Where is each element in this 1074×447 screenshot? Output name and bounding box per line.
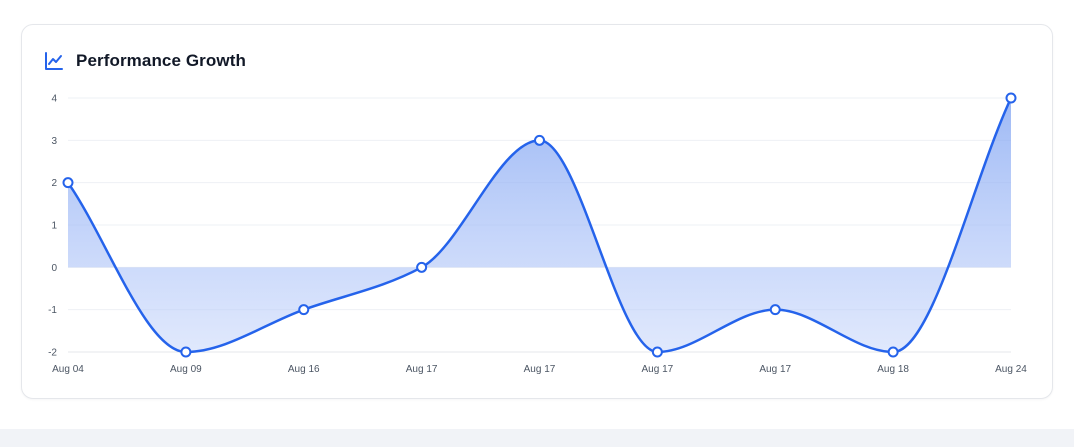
x-tick-label: Aug 17 (642, 364, 674, 375)
y-tick-label: 4 (51, 94, 57, 105)
page-footer-strip (0, 429, 1074, 447)
card-header: Performance Growth (44, 49, 246, 73)
series-line (66, 96, 1013, 354)
x-tick-label: Aug 24 (995, 364, 1027, 375)
data-point[interactable] (534, 134, 545, 146)
x-tick-label: Aug 09 (170, 364, 202, 375)
data-point[interactable] (887, 346, 899, 358)
data-point[interactable] (180, 346, 192, 358)
x-tick-label: Aug 18 (877, 364, 909, 375)
series-line-layer (66, 96, 1013, 354)
x-tick-label: Aug 17 (524, 364, 556, 375)
data-point[interactable] (62, 177, 74, 189)
y-axis-ticks: 4 3 2 1 0 -1 -2 (48, 94, 57, 359)
performance-chart: 4 3 2 1 0 -1 -2 Aug 04 Aug 09 Aug 16 Aug 17 Aug 17… (48, 92, 1027, 375)
y-tick-label: 3 (51, 136, 57, 147)
data-points-layer (62, 92, 1017, 358)
data-point[interactable] (298, 304, 310, 316)
data-point[interactable] (769, 304, 781, 316)
y-tick-label: -2 (48, 348, 57, 359)
x-tick-label: Aug 16 (288, 364, 320, 375)
data-point[interactable] (1005, 92, 1017, 104)
y-tick-label: 1 (51, 221, 57, 232)
performance-card: Performance Growth 4 3 2 1 0 -1 -2 Aug 04 Aug 0… (21, 24, 1053, 399)
card-title: Performance Growth (76, 51, 246, 70)
y-tick-label: 2 (51, 178, 57, 189)
y-tick-label: -1 (48, 305, 57, 316)
x-tick-label: Aug 17 (406, 364, 438, 375)
area-fill-layer (68, 98, 1011, 352)
y-tick-label: 0 (51, 263, 57, 274)
trend-line-icon (44, 51, 64, 71)
x-tick-label: Aug 17 (759, 364, 791, 375)
data-point[interactable] (416, 261, 428, 273)
x-axis-ticks: Aug 04 Aug 09 Aug 16 Aug 17 Aug 17 Aug 17 Aug … (52, 364, 1027, 375)
x-tick-label: Aug 04 (52, 364, 84, 375)
data-point[interactable] (651, 346, 663, 358)
series-area (68, 98, 1011, 352)
